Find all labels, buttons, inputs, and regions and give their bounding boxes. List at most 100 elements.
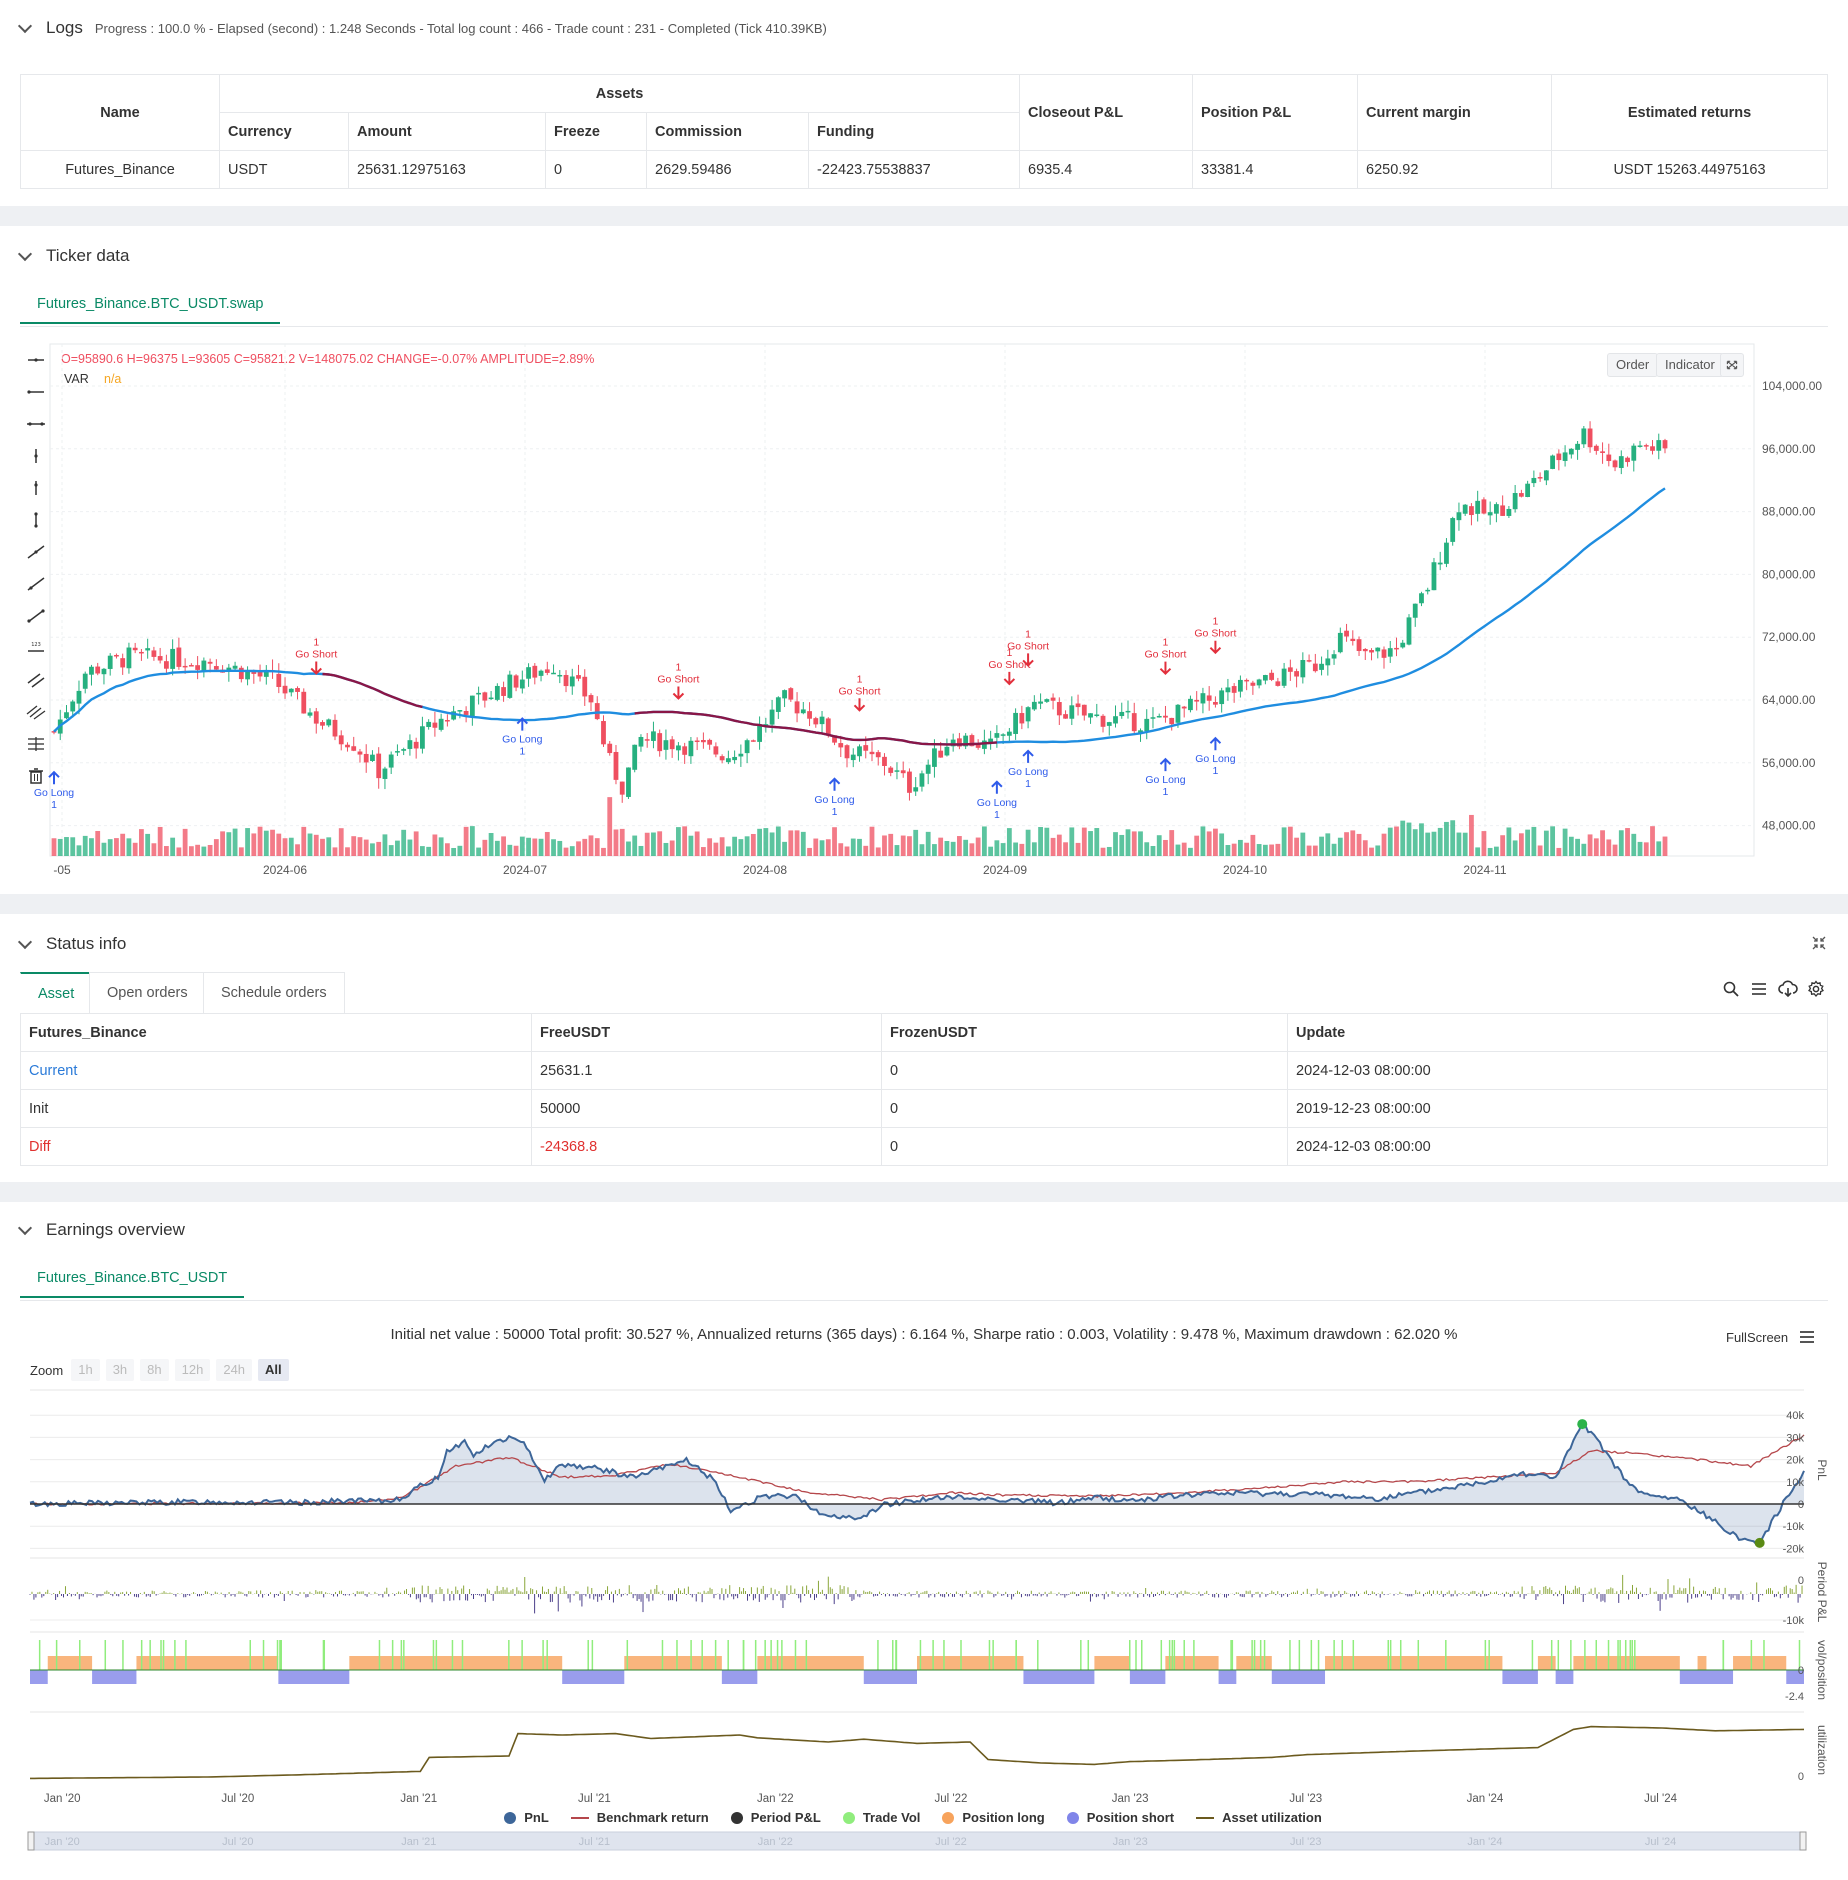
signal-qty: 1	[1163, 637, 1169, 649]
order-button[interactable]: Order	[1607, 353, 1659, 377]
trend-line-icon[interactable]	[26, 544, 46, 560]
cloud-download-icon[interactable]	[1778, 980, 1798, 998]
parallel-channel-icon[interactable]	[26, 672, 46, 688]
candle-body	[507, 674, 513, 698]
volume-bar	[1312, 845, 1318, 856]
volume-bar	[863, 845, 869, 856]
candle-body	[345, 744, 350, 748]
short-arrow-icon	[853, 698, 866, 712]
vertical-line-icon[interactable]	[26, 480, 46, 496]
x-tick-label: 2024-06	[263, 863, 307, 877]
earnings-header[interactable]: Earnings overview	[17, 1220, 185, 1240]
ray-line-icon[interactable]	[26, 576, 46, 592]
y-tick-label: 48,000.00	[1762, 819, 1816, 833]
candle-body	[1325, 658, 1331, 666]
short-signal-label: Go Short	[1144, 649, 1186, 661]
volume-bar	[1625, 828, 1630, 856]
fibonacci-icon[interactable]	[26, 736, 46, 752]
legend-asset-utilization[interactable]: Asset utilization	[1196, 1810, 1322, 1825]
volume-bar	[1219, 833, 1225, 856]
candle-body	[719, 756, 725, 761]
candle-body	[682, 746, 688, 755]
zoom-8h[interactable]: 8h	[140, 1359, 169, 1381]
horizontal-line-icon[interactable]	[26, 384, 46, 400]
candle-body	[663, 740, 669, 750]
chevron-down-icon[interactable]	[17, 18, 33, 33]
zoom-1h[interactable]: 1h	[71, 1359, 100, 1381]
chevron-down-icon[interactable]	[17, 934, 33, 949]
search-icon[interactable]	[1722, 980, 1740, 998]
zoom-all[interactable]: All	[258, 1359, 289, 1381]
table-row: Futures_Binance USDT 25631.12975163 0 26…	[20, 150, 1828, 189]
candle-body	[713, 746, 719, 755]
triple-channel-icon[interactable]	[26, 704, 46, 720]
volume-bar	[1618, 830, 1624, 856]
candle-body	[444, 720, 450, 722]
navigator-handle-left	[27, 1831, 35, 1851]
vertical-ray-icon[interactable]	[26, 448, 46, 464]
volume-bar	[1543, 830, 1549, 856]
row-label-current[interactable]: Current	[20, 1051, 532, 1090]
tab-open-orders[interactable]: Open orders	[89, 972, 206, 1014]
tab-earnings-symbol[interactable]: Futures_Binance.BTC_USDT	[20, 1258, 245, 1298]
extended-line-icon[interactable]	[26, 416, 46, 432]
candle-body	[794, 701, 800, 714]
volume-bar	[1262, 844, 1268, 856]
legend-position-long[interactable]: Position long	[942, 1810, 1045, 1825]
list-icon[interactable]	[1750, 980, 1768, 998]
zoom-12h[interactable]: 12h	[174, 1359, 211, 1381]
vertical-segment-icon[interactable]	[26, 512, 46, 528]
tab-ticker-symbol[interactable]: Futures_Binance.BTC_USDT.swap	[20, 284, 281, 324]
short-signal-label: Go Short	[838, 685, 880, 697]
candle-body	[981, 740, 987, 749]
volume-bar	[407, 839, 413, 856]
candle-body	[763, 724, 769, 726]
zoom-3h[interactable]: 3h	[105, 1359, 135, 1381]
horizontal-ray-icon[interactable]	[26, 352, 46, 368]
indicator-button[interactable]: Indicator	[1656, 353, 1724, 377]
status-col-exchange: Futures_Binance	[20, 1013, 532, 1052]
candle-body	[588, 695, 594, 703]
signal-qty: 1	[1025, 778, 1031, 790]
candle-body	[1419, 593, 1424, 604]
legend-benchmark[interactable]: Benchmark return	[570, 1810, 709, 1825]
navigator-tick-label: Jul '20	[222, 1836, 253, 1848]
volume-bar	[1375, 845, 1381, 856]
status-header[interactable]: Status info	[17, 934, 126, 954]
volume-bar	[825, 839, 831, 856]
price-label-icon[interactable]: 123	[26, 640, 46, 656]
long-arrow-icon	[1022, 749, 1034, 763]
candle-body	[201, 660, 207, 673]
volume-bar	[1113, 832, 1118, 856]
menu-icon[interactable]	[1798, 1329, 1816, 1345]
long-signal-label: Go Long	[502, 734, 542, 746]
volume-bar	[507, 844, 513, 856]
legend-position-short[interactable]: Position short	[1066, 1810, 1174, 1825]
signal-qty: 1	[1163, 786, 1169, 798]
x-tick-label: Jan '23	[1112, 1793, 1149, 1805]
trash-icon[interactable]	[26, 768, 46, 784]
position-short-block	[863, 1670, 917, 1684]
gear-icon[interactable]	[1807, 980, 1825, 998]
tab-schedule-orders[interactable]: Schedule orders	[203, 972, 345, 1014]
long-arrow-icon	[1209, 736, 1222, 751]
zoom-24h[interactable]: 24h	[216, 1359, 253, 1381]
earnings-chart[interactable]: 40k 30k 20k 10k 0 -10k -20k PnL Period P&L vol/po…	[0, 1202, 1848, 1880]
legend-period-pnl[interactable]: Period P&L	[730, 1810, 821, 1825]
volume-bar	[1031, 842, 1037, 856]
position-tick-label: -2.4	[1785, 1691, 1804, 1703]
ticker-header[interactable]: Ticker data	[17, 246, 129, 266]
expand-icon[interactable]	[1720, 353, 1744, 377]
legend-trade-vol[interactable]: Trade Vol	[842, 1810, 920, 1825]
collapse-icon[interactable]	[1812, 936, 1826, 950]
tab-asset[interactable]: Asset	[20, 972, 93, 1014]
fullscreen-button[interactable]: FullScreen	[1726, 1330, 1789, 1345]
legend-pnl[interactable]: PnL	[504, 1810, 549, 1825]
logs-header[interactable]: Logs Progress : 100.0 % - Elapsed (secon…	[17, 18, 827, 38]
volume-bar	[1412, 829, 1418, 856]
chevron-down-icon[interactable]	[17, 246, 33, 261]
volume-bar	[676, 827, 681, 856]
segment-line-icon[interactable]	[26, 608, 46, 624]
candle-body	[1219, 690, 1225, 705]
volume-bar	[1269, 844, 1275, 856]
